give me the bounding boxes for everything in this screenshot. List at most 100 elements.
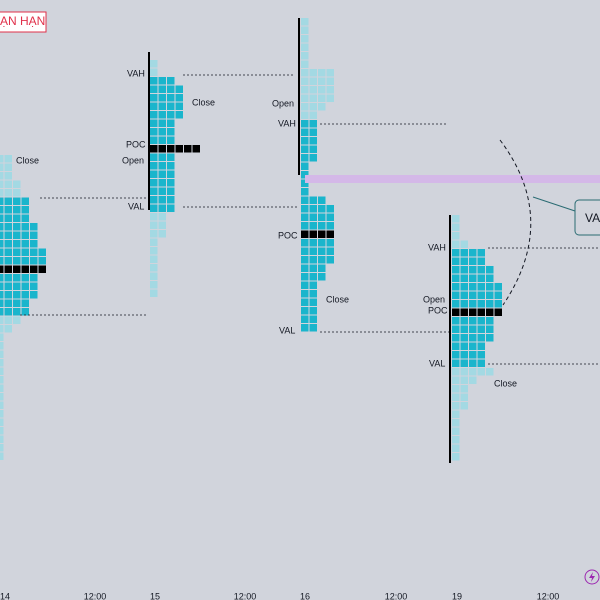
tpo-cell [460, 300, 468, 308]
tpo-cell [13, 265, 21, 273]
tpo-cell [4, 206, 12, 214]
tpo-cell [167, 145, 175, 153]
tpo-cell [301, 77, 309, 85]
tpo-cell [13, 206, 21, 214]
tpo-cell [301, 273, 309, 281]
tpo-cell [301, 179, 309, 187]
tpo-cell [13, 189, 21, 197]
tpo-cell [309, 222, 317, 230]
tpo-cell [309, 137, 317, 145]
tpo-cell [486, 291, 494, 299]
tpo-cell [452, 257, 460, 265]
tpo-cell [309, 111, 317, 119]
tpo-cell [486, 325, 494, 333]
tpo-cell [4, 299, 12, 307]
tpo-cell [0, 376, 4, 384]
tpo-cell [469, 291, 477, 299]
tpo-cell [309, 94, 317, 102]
tpo-cell [469, 359, 477, 367]
tpo-cell [0, 342, 4, 350]
tpo-cell [477, 283, 485, 291]
tpo-cell [30, 282, 38, 290]
tpo-cell [0, 308, 4, 316]
tpo-cell [0, 359, 4, 367]
tpo-cell [0, 444, 4, 452]
tpo-cell [469, 283, 477, 291]
tpo-cell [150, 60, 158, 68]
icon[interactable] [584, 569, 600, 585]
tpo-cell [452, 453, 460, 461]
tpo-cell [486, 317, 494, 325]
tpo-cell [0, 350, 4, 358]
tpo-cell [460, 376, 468, 384]
tpo-cell [150, 196, 158, 204]
tpo-cell [13, 299, 21, 307]
tpo-cell [167, 128, 175, 136]
tpo-cell [0, 265, 4, 273]
callout-box [574, 199, 600, 236]
tpo-cell [469, 308, 477, 316]
label: VAL [128, 201, 144, 211]
profiles [0, 18, 502, 461]
tpo-cell [158, 187, 166, 195]
tpo-cell [452, 240, 460, 248]
label: Close [494, 378, 517, 388]
tpo-cell [469, 351, 477, 359]
tpo-cell [326, 86, 334, 94]
tpo-cell [158, 85, 166, 93]
tpo-cell [167, 196, 175, 204]
tpo-cell [4, 325, 12, 333]
tpo-cell [0, 291, 4, 299]
tpo-cell [309, 298, 317, 306]
tpo-cell [150, 289, 158, 297]
tpo-cell [150, 272, 158, 280]
tpo-cell [175, 111, 183, 119]
tpo-cell [0, 427, 4, 435]
tpo-cell [477, 351, 485, 359]
label: Close [16, 155, 39, 165]
tpo-cell [21, 240, 29, 248]
tpo-cell [301, 247, 309, 255]
tpo-cell [0, 418, 4, 426]
tpo-cell [318, 230, 326, 238]
tpo-cell [158, 136, 166, 144]
tpo-cell [184, 145, 192, 153]
tpo-cell [477, 249, 485, 257]
tpo-cell [477, 342, 485, 350]
icon-bolt [589, 572, 595, 582]
tpo-cell [150, 187, 158, 195]
tpo-cell [4, 189, 12, 197]
time-label: 12:00 [385, 591, 408, 600]
tpo-cell [150, 281, 158, 289]
tpo-cell [301, 196, 309, 204]
tpo-cell [21, 223, 29, 231]
tpo-cell [301, 324, 309, 332]
tpo-cell [4, 214, 12, 222]
label: Open [272, 98, 294, 108]
tpo-cell [4, 274, 12, 282]
tpo-cell [301, 256, 309, 264]
tpo-cell [309, 281, 317, 289]
tpo-cell [158, 102, 166, 110]
tpo-cell [452, 249, 460, 257]
tpo-cell [0, 248, 4, 256]
tpo-cell [167, 77, 175, 85]
tpo-cell [4, 155, 12, 163]
tpo-cell [175, 85, 183, 93]
tpo-cell [150, 128, 158, 136]
tpo-cell [477, 325, 485, 333]
tpo-cell [301, 307, 309, 315]
tpo-cell [301, 239, 309, 247]
tpo-cell [4, 265, 12, 273]
tpo-cell [0, 223, 4, 231]
tpo-cell [469, 300, 477, 308]
tpo-cell [301, 230, 309, 238]
tpo-cell [452, 351, 460, 359]
tpo-cell [452, 436, 460, 444]
tpo-cell [486, 368, 494, 376]
tpo-cell [30, 223, 38, 231]
tpo-cell [309, 86, 317, 94]
tpo-cell [469, 368, 477, 376]
tpo-cell [4, 223, 12, 231]
tpo-cell [452, 444, 460, 452]
